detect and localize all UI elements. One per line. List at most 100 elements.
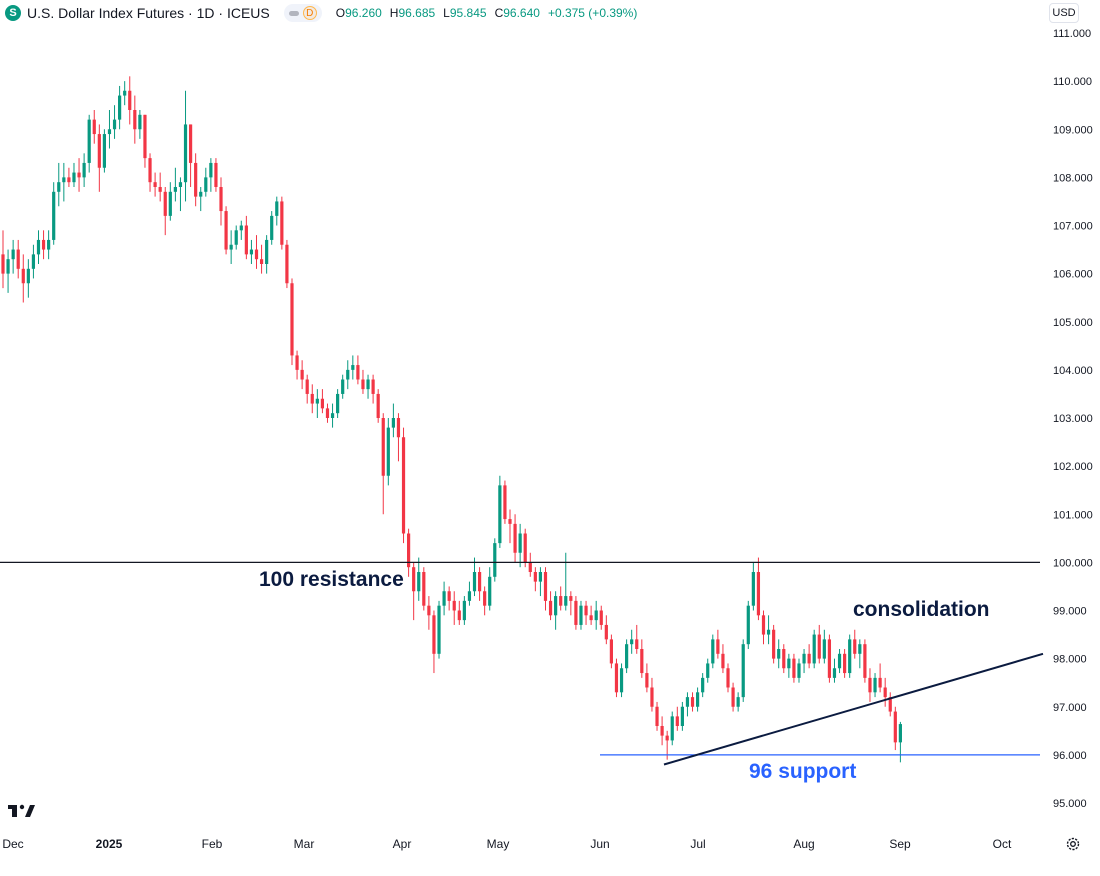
x-tick-label: 2025 <box>96 837 123 851</box>
market-status-pill[interactable]: D <box>283 4 322 22</box>
candle-body <box>26 268 30 284</box>
candle-body <box>407 533 411 568</box>
candle <box>645 663 649 693</box>
candle <box>533 567 537 592</box>
candle-body <box>645 673 649 688</box>
candle <box>701 673 705 698</box>
candle <box>396 413 401 462</box>
candle-body <box>756 572 761 616</box>
candle <box>442 581 446 616</box>
gear-icon[interactable] <box>1065 836 1081 852</box>
y-axis: 111.000 110.000 109.000 108.000 107.000 106.0… <box>1053 28 1093 810</box>
candle <box>229 230 233 264</box>
candle-body <box>599 610 603 625</box>
candle <box>787 653 791 678</box>
candle <box>462 596 466 625</box>
candle <box>275 196 279 226</box>
candle-body <box>731 687 735 707</box>
candle-body <box>888 697 892 712</box>
candle <box>346 360 350 390</box>
chart-header: S U.S. Dollar Index Futures · 1D · ICEUS… <box>0 0 1040 26</box>
candle <box>508 509 512 544</box>
currency-button[interactable]: USD <box>1049 3 1079 23</box>
y-tick-label: 98.000 <box>1053 654 1087 666</box>
candle <box>214 158 218 192</box>
candle-body <box>807 653 811 664</box>
candle <box>868 668 872 702</box>
ohlc-low: L95.845 <box>443 6 487 20</box>
candle-body <box>787 658 791 669</box>
tradingview-logo-icon[interactable] <box>8 802 38 818</box>
candle <box>254 235 259 269</box>
candle-body <box>118 95 122 120</box>
candle <box>812 629 816 669</box>
candle-body <box>148 158 152 183</box>
y-tick-label: 95.000 <box>1053 798 1087 810</box>
candle <box>376 389 380 423</box>
candle <box>594 600 598 630</box>
candle-body <box>21 268 25 284</box>
candle-body <box>893 711 897 743</box>
x-tick-label: Feb <box>202 837 223 851</box>
candle <box>609 634 613 669</box>
y-tick-label: 97.000 <box>1053 702 1087 714</box>
candle <box>315 389 319 418</box>
candle-body <box>751 572 755 606</box>
chart-title[interactable]: U.S. Dollar Index Futures · 1D · ICEUS <box>27 5 270 21</box>
candle <box>488 567 492 611</box>
candle-body <box>183 124 188 183</box>
candle <box>320 389 325 414</box>
candle <box>351 355 355 380</box>
candle-body <box>371 379 375 394</box>
candle <box>878 663 882 693</box>
candle <box>427 596 431 630</box>
candle-body <box>346 369 350 380</box>
candle-body <box>178 182 183 187</box>
candle-body <box>234 230 238 245</box>
candle-body <box>16 249 20 269</box>
candle <box>47 230 51 260</box>
candle-body <box>584 605 588 616</box>
candle <box>483 586 487 616</box>
candle-body <box>427 605 431 616</box>
candle-body <box>843 653 847 674</box>
candle <box>589 605 593 625</box>
candle-body <box>320 398 325 409</box>
candle <box>52 182 56 245</box>
candle-body <box>609 639 613 664</box>
candle-body <box>97 134 101 168</box>
candle <box>635 624 639 654</box>
candle <box>574 596 578 630</box>
candle-body <box>543 572 548 601</box>
candle-body <box>777 649 781 659</box>
y-tick-label: 110.000 <box>1053 76 1092 88</box>
candle <box>143 114 147 168</box>
candle <box>437 600 441 659</box>
candle-body <box>315 398 319 404</box>
candle <box>209 158 213 192</box>
candle-body <box>670 716 674 741</box>
x-tick-label: Oct <box>993 837 1012 851</box>
candle-body <box>57 182 61 192</box>
candle <box>782 644 786 674</box>
candle <box>766 615 771 645</box>
candle <box>777 639 781 669</box>
y-tick-label: 108.000 <box>1053 172 1093 184</box>
candle <box>843 649 847 678</box>
candle-body <box>635 639 639 649</box>
candle <box>559 586 563 611</box>
candle-body <box>133 110 137 130</box>
candle-body <box>538 572 543 582</box>
candle-body <box>579 605 583 625</box>
candle <box>219 177 223 226</box>
status-dot-icon <box>288 10 299 16</box>
candle-body <box>31 254 36 269</box>
candle-body <box>396 418 401 438</box>
candle <box>107 110 112 149</box>
candle-body <box>412 567 416 592</box>
candle-body <box>498 485 502 544</box>
candle <box>133 95 137 144</box>
candle-body <box>214 162 218 187</box>
candle <box>1 230 5 289</box>
